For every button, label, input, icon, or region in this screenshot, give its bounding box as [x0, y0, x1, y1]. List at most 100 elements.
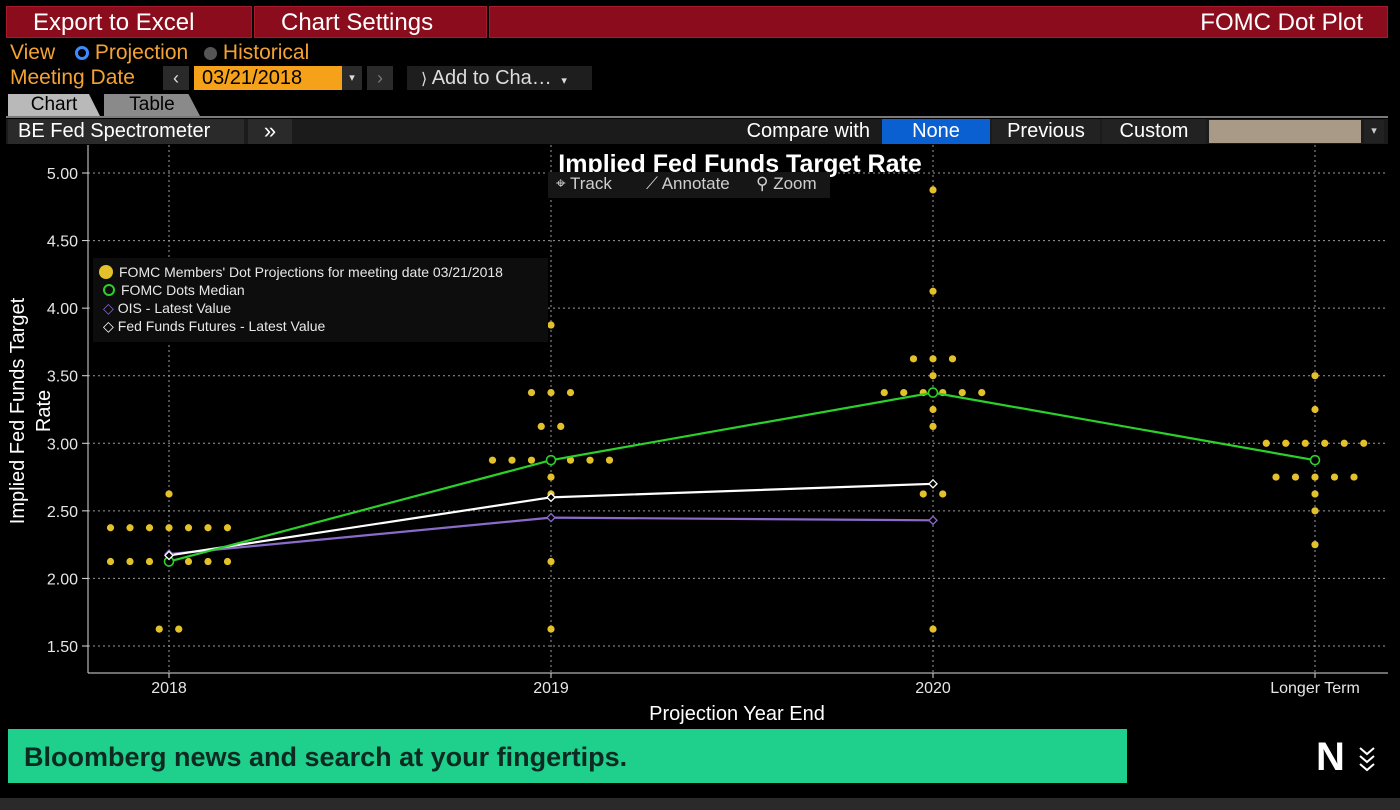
fomc-dot	[204, 557, 212, 566]
custom-dropdown-icon[interactable]: ▾	[1364, 120, 1384, 143]
futures-marker	[546, 492, 556, 503]
dot-plot-chart[interactable]: 5.00 4.50 4.00 3.50 3.00 2.50 2.00 1.50 2018 2019…	[0, 145, 1400, 730]
legend-dots-label: FOMC Members' Dot Projections for meetin…	[119, 264, 503, 280]
date-dropdown-icon[interactable]: ▾	[342, 66, 362, 90]
fomc-dot	[184, 524, 193, 532]
fomc-dot	[880, 389, 888, 397]
fomc-dot	[106, 557, 115, 566]
fomc-dot	[1321, 439, 1329, 447]
fomc-dot	[900, 389, 908, 397]
y-tick-label: 2.50	[47, 504, 78, 521]
fomc-dot	[204, 524, 212, 532]
fomc-dot	[1291, 473, 1300, 481]
pencil-icon: ⟋	[646, 174, 658, 193]
next-date-button[interactable]: ›	[367, 66, 393, 90]
diamond-icon: ◇	[103, 318, 114, 334]
historical-radio[interactable]: Historical	[204, 41, 309, 64]
diamond-icon: ◇	[103, 300, 114, 316]
fomc-dot	[223, 557, 232, 566]
zoom-label: Zoom	[773, 174, 817, 193]
fomc-dot	[547, 625, 555, 633]
source-selector[interactable]: BE Fed Spectrometer	[8, 119, 244, 144]
annotate-tool[interactable]: ⟋ Annotate	[646, 172, 730, 196]
app-title: FOMC Dot Plot	[489, 6, 1388, 38]
fomc-dot	[165, 524, 173, 532]
view-label: View	[10, 41, 56, 64]
fomc-dot	[537, 422, 545, 430]
fomc-dot	[106, 524, 115, 532]
fomc-dot	[175, 625, 183, 633]
promo-banner-text: Bloomberg news and search at your finger…	[24, 742, 628, 772]
fomc-dot	[508, 456, 516, 464]
promo-banner[interactable]: Bloomberg news and search at your finger…	[8, 729, 1127, 783]
fomc-dot	[1311, 372, 1319, 380]
compare-previous-button[interactable]: Previous	[992, 119, 1100, 144]
fomc-dot	[165, 490, 173, 498]
fomc-dot	[929, 372, 937, 380]
chart-settings-button[interactable]: Chart Settings	[254, 6, 487, 38]
median-marker	[1309, 454, 1321, 466]
fomc-dot	[566, 389, 575, 397]
y-axis-title: Implied Fed Funds Target Rate	[7, 297, 55, 525]
fomc-dot	[1272, 473, 1280, 481]
compare-label: Compare with	[746, 120, 870, 142]
legend-futures: ◇ Fed Funds Futures - Latest Value	[93, 317, 325, 335]
fomc-dot	[958, 389, 966, 397]
compare-none-button[interactable]: None	[882, 119, 990, 144]
fomc-dot	[1311, 405, 1319, 414]
fomc-dot	[126, 557, 134, 566]
ois-marker	[546, 512, 556, 523]
add-to-chart-dropdown[interactable]: ⟩ Add to Cha… ▾	[407, 66, 592, 90]
tab-chart[interactable]: Chart	[8, 94, 100, 116]
top-toolbar: Export to Excel Chart Settings FOMC Dot …	[0, 6, 1390, 40]
legend-ois: ◇ OIS - Latest Value	[93, 299, 231, 317]
x-tick-label: 2018	[151, 680, 187, 697]
crosshair-icon: ⌖	[556, 174, 566, 193]
logo-chevrons-icon	[1358, 742, 1376, 776]
meeting-date-input[interactable]: 03/21/2018	[194, 66, 342, 90]
meeting-date-label: Meeting Date	[10, 66, 135, 89]
fomc-dot	[1360, 439, 1368, 447]
fomc-dot	[1311, 507, 1319, 515]
x-tick-label: Longer Term	[1270, 680, 1360, 697]
radio-unselected-icon	[204, 46, 218, 60]
tab-table[interactable]: Table	[104, 94, 200, 116]
fomc-dot	[1301, 439, 1309, 447]
fomc-dot	[145, 524, 154, 532]
projection-option-label: Projection	[94, 41, 189, 64]
annotate-label: Annotate	[661, 174, 730, 193]
median-marker	[927, 387, 939, 398]
fomc-dot	[1330, 473, 1339, 481]
view-row: View Projection Historical	[10, 41, 309, 65]
fomc-dot	[909, 355, 918, 363]
zoom-tool[interactable]: ⚲ Zoom	[756, 172, 817, 196]
compare-custom-button[interactable]: Custom	[1102, 119, 1206, 144]
projection-radio[interactable]: Projection	[74, 41, 194, 64]
chart-legend: FOMC Members' Dot Projections for meetin…	[93, 258, 548, 342]
prev-date-button[interactable]: ‹	[163, 66, 189, 90]
news-logo-icon: N	[1316, 735, 1345, 779]
custom-value-input[interactable]	[1209, 120, 1361, 143]
fomc-dot	[1262, 439, 1270, 447]
more-icon[interactable]: »	[248, 119, 292, 144]
fomc-dot	[547, 557, 555, 566]
fomc-dot	[1340, 439, 1348, 447]
x-tick-label: 2019	[533, 680, 569, 697]
legend-median-label: FOMC Dots Median	[121, 282, 245, 298]
tab-divider	[6, 116, 1388, 118]
filled-circle-icon	[99, 265, 113, 279]
fomc-dot	[948, 355, 957, 363]
median-line	[168, 391, 1316, 563]
fomc-dot	[566, 456, 575, 464]
y-tick-label: 1.50	[47, 639, 78, 656]
fomc-dot	[586, 456, 594, 464]
fomc-dot	[223, 524, 232, 532]
hollow-circle-icon	[103, 284, 115, 296]
export-excel-button[interactable]: Export to Excel	[6, 6, 252, 38]
track-tool[interactable]: ⌖ Track	[556, 172, 612, 196]
legend-futures-label: Fed Funds Futures - Latest Value	[117, 318, 326, 334]
fomc-dot	[527, 389, 536, 397]
fomc-dot	[557, 422, 565, 430]
add-chart-icon: ⟩	[421, 71, 428, 88]
fomc-dot	[919, 490, 927, 498]
